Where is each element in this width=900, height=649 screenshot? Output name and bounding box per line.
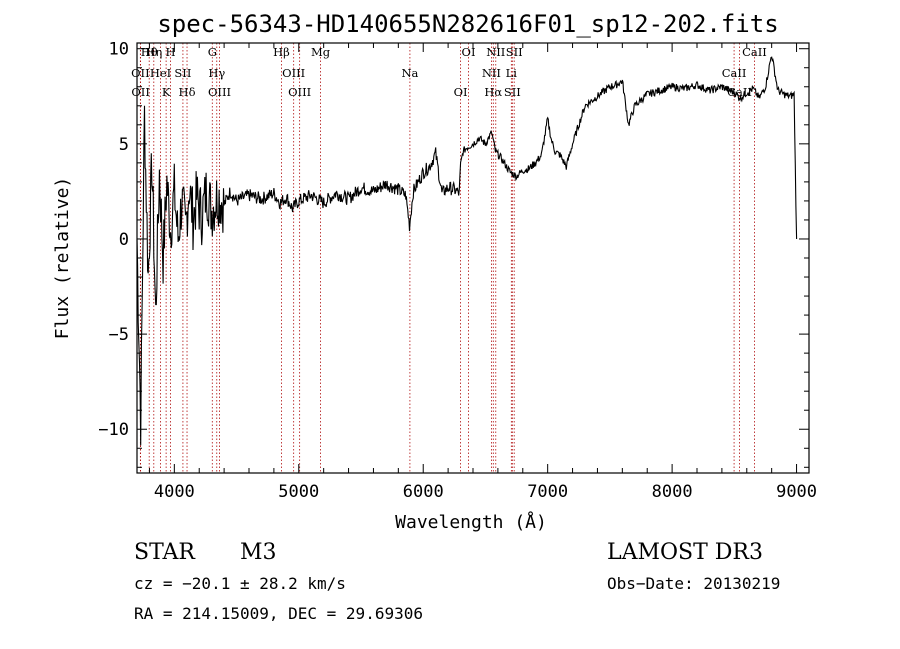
- line-label-11: OIII: [208, 85, 231, 99]
- x-axis-ticks: 4000 5000 6000 7000 8000 9000: [148, 43, 817, 502]
- spectral-line-labels: HθOIIOIIHηHeIKHSIIHδGHγOIIIHβOIIIOIIIMgN…: [131, 45, 767, 99]
- line-label-27: CaII: [742, 45, 767, 59]
- x-axis-label: Wavelength (Å): [395, 511, 547, 533]
- object-class: STAR: [134, 540, 196, 565]
- y-tick-label: 0: [119, 230, 129, 250]
- y-axis-label: Flux (relative): [52, 177, 73, 340]
- line-label-10: Hγ: [208, 66, 225, 80]
- observation-date: Obs−Date: 20130219: [607, 574, 780, 593]
- line-label-1: OII: [131, 66, 150, 80]
- y-tick-label: −5: [109, 325, 129, 345]
- line-label-3: Hη: [145, 45, 162, 59]
- line-label-18: OI: [462, 45, 476, 59]
- object-subclass: M3: [240, 540, 277, 565]
- line-label-24: SII: [506, 45, 523, 59]
- line-label-22: Li: [506, 66, 518, 80]
- x-tick-label: 5000: [278, 482, 319, 502]
- line-label-17: OI: [454, 85, 468, 99]
- line-label-19: NII: [482, 66, 501, 80]
- line-label-4: HeI: [150, 66, 171, 80]
- spectral-line-markers: [139, 43, 755, 473]
- line-label-9: G: [208, 45, 217, 59]
- x-tick-label: 9000: [776, 482, 817, 502]
- y-tick-label: 5: [119, 135, 129, 155]
- line-label-25: CaII: [722, 66, 747, 80]
- x-tick-label: 6000: [403, 482, 444, 502]
- y-tick-label: −10: [98, 420, 129, 440]
- line-label-13: OIII: [282, 66, 305, 80]
- line-label-5: K: [162, 85, 171, 99]
- line-label-21: NII: [486, 45, 505, 59]
- line-label-15: Mg: [311, 45, 331, 59]
- line-label-16: Na: [401, 66, 418, 80]
- redshift-readout: cz = −20.1 ± 28.2 km/s: [134, 574, 346, 593]
- line-label-8: Hδ: [179, 85, 196, 99]
- spectrum-series-line: [136, 56, 798, 446]
- line-label-6: H: [165, 45, 175, 59]
- survey-release: LAMOST DR3: [607, 540, 763, 565]
- line-label-7: SII: [174, 66, 191, 80]
- x-tick-label: 8000: [652, 482, 693, 502]
- line-label-2: OII: [131, 85, 150, 99]
- y-tick-label: 10: [109, 40, 129, 60]
- line-label-12: Hβ: [273, 45, 290, 59]
- plot-frame: [136, 42, 810, 474]
- line-label-14: OIII: [288, 85, 311, 99]
- line-label-20: Hα: [484, 85, 502, 99]
- sky-coordinates: RA = 214.15009, DEC = 29.69306: [134, 604, 423, 623]
- chart-title: spec-56343-HD140655N282616F01_sp12-202.f…: [157, 10, 778, 38]
- y-axis-ticks: −10 −5 0 5 10: [98, 40, 809, 468]
- line-label-23: SII: [504, 85, 521, 99]
- x-tick-label: 7000: [527, 482, 568, 502]
- x-tick-label: 4000: [154, 482, 195, 502]
